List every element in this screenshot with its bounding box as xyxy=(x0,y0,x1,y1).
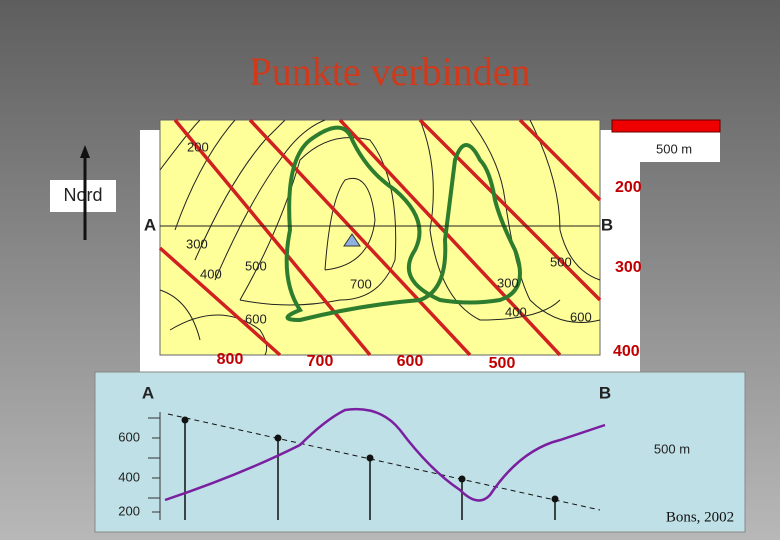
credit: Bons, 2002 xyxy=(666,509,734,525)
profile-axis xyxy=(148,412,161,520)
profile-scale: 500 m xyxy=(654,441,690,456)
north-label: Nord xyxy=(63,185,102,205)
contour-label: 500 xyxy=(550,254,572,269)
y-label: 400 xyxy=(118,469,140,484)
scale-bg xyxy=(600,132,720,162)
contour-label: 500 xyxy=(245,258,267,273)
red-label: 400 xyxy=(613,343,640,360)
red-label: 600 xyxy=(397,353,424,370)
scale-bar xyxy=(611,119,721,133)
red-label: 300 xyxy=(615,259,642,276)
profile-a: A xyxy=(142,383,154,402)
red-label: 500 xyxy=(489,355,516,372)
summit xyxy=(343,233,361,247)
drop-lines xyxy=(184,420,556,520)
north-box xyxy=(50,180,116,212)
y-label: 600 xyxy=(118,429,140,444)
title: Punkte verbinden xyxy=(249,49,530,94)
profile-b: B xyxy=(599,383,611,402)
contour-label: 300 xyxy=(497,275,519,290)
scale-label: 500 m xyxy=(656,141,692,156)
contour-label: 700 xyxy=(350,276,372,291)
contour-label: 400 xyxy=(200,266,222,281)
y-label: 200 xyxy=(118,503,140,518)
contour-label: 200 xyxy=(187,139,209,154)
green-contour xyxy=(284,125,522,323)
north-arrowhead xyxy=(80,145,90,158)
contour-label: 400 xyxy=(505,304,527,319)
red-lines xyxy=(158,118,602,357)
profile xyxy=(94,371,746,533)
dashed-line xyxy=(167,413,601,511)
contour-label: 600 xyxy=(245,311,267,326)
red-label: 800 xyxy=(217,351,244,368)
point-a: A xyxy=(144,215,156,234)
contour-label: 600 xyxy=(570,309,592,324)
points xyxy=(181,416,559,503)
red-label: 200 xyxy=(615,179,642,196)
red-label: 700 xyxy=(307,353,334,370)
profile-curve xyxy=(164,408,606,502)
point-b: B xyxy=(601,215,613,234)
contour-label: 300 xyxy=(186,236,208,251)
